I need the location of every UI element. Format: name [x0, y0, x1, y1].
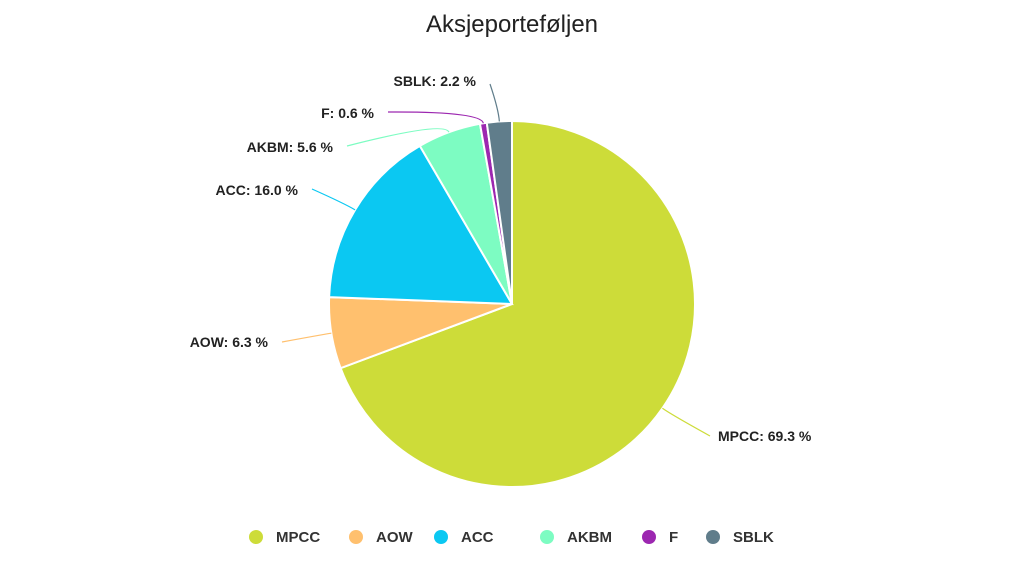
- legend-swatch-akbm: [540, 530, 554, 544]
- slices-layer: [328, 119, 696, 488]
- legend-item-aow[interactable]: AOW: [349, 529, 414, 546]
- pie-slice-sblk[interactable]: [485, 119, 513, 305]
- legend-swatch-mpcc: [249, 530, 263, 544]
- label-connector-aow: [281, 332, 332, 343]
- pie-slice-mpcc[interactable]: [339, 119, 696, 488]
- legend-swatch-aow: [349, 530, 363, 544]
- connectors-layer: [281, 83, 711, 437]
- data-label-f: F: 0.6 %: [321, 105, 374, 121]
- label-connector-akbm: [346, 128, 450, 147]
- legend: MPCC AOW ACC AKBM F SBLK: [249, 529, 774, 546]
- data-label-mpcc: MPCC: 69.3 %: [718, 428, 812, 444]
- label-connector-acc: [311, 188, 356, 211]
- legend-item-f[interactable]: F: [642, 529, 678, 546]
- legend-swatch-sblk: [706, 530, 720, 544]
- legend-label-akbm: AKBM: [567, 529, 612, 546]
- data-label-akbm: AKBM: 5.6 %: [247, 139, 334, 155]
- legend-item-sblk[interactable]: SBLK: [706, 529, 774, 546]
- legend-label-aow: AOW: [376, 529, 414, 546]
- chart-title: Aksjeporteføljen: [426, 11, 598, 38]
- legend-item-mpcc[interactable]: MPCC: [249, 529, 320, 546]
- label-connector-mpcc: [662, 407, 711, 437]
- data-label-aow: AOW: 6.3 %: [190, 334, 269, 350]
- legend-item-akbm[interactable]: AKBM: [540, 529, 612, 546]
- data-label-sblk: SBLK: 2.2 %: [394, 73, 477, 89]
- labels-layer: MPCC: 69.3 % AOW: 6.3 % ACC: 16.0 % AKBM: 5…: [190, 73, 812, 444]
- legend-swatch-acc: [434, 530, 448, 544]
- data-label-acc: ACC: 16.0 %: [216, 182, 299, 198]
- label-connector-f: [387, 111, 484, 124]
- legend-label-f: F: [669, 529, 678, 546]
- legend-swatch-f: [642, 530, 656, 544]
- pie-slice-acc[interactable]: [328, 144, 514, 306]
- legend-label-mpcc: MPCC: [276, 529, 320, 546]
- legend-label-acc: ACC: [461, 529, 494, 546]
- legend-label-sblk: SBLK: [733, 529, 774, 546]
- label-connector-sblk: [489, 83, 500, 122]
- legend-item-acc[interactable]: ACC: [434, 529, 494, 546]
